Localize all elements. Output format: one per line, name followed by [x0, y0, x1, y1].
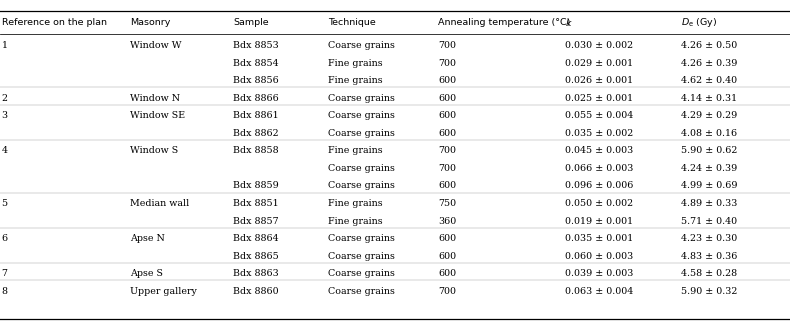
- Text: 700: 700: [438, 287, 457, 296]
- Text: 600: 600: [438, 269, 457, 278]
- Text: Coarse grains: Coarse grains: [328, 287, 395, 296]
- Text: 700: 700: [438, 41, 457, 50]
- Text: 0.035 ± 0.002: 0.035 ± 0.002: [565, 129, 633, 138]
- Text: Annealing temperature (°C): Annealing temperature (°C): [438, 18, 571, 27]
- Text: Bdx 8859: Bdx 8859: [233, 181, 279, 190]
- Text: 4.24 ± 0.39: 4.24 ± 0.39: [681, 164, 737, 173]
- Text: Coarse grains: Coarse grains: [328, 129, 395, 138]
- Text: Fine grains: Fine grains: [328, 146, 382, 155]
- Text: 700: 700: [438, 146, 457, 155]
- Text: Bdx 8853: Bdx 8853: [233, 41, 279, 50]
- Text: 4.14 ± 0.31: 4.14 ± 0.31: [681, 94, 737, 103]
- Text: Fine grains: Fine grains: [328, 76, 382, 85]
- Text: Technique: Technique: [328, 18, 375, 27]
- Text: Coarse grains: Coarse grains: [328, 181, 395, 190]
- Text: 4.99 ± 0.69: 4.99 ± 0.69: [681, 181, 738, 190]
- Text: Bdx 8856: Bdx 8856: [233, 76, 279, 85]
- Text: 4.58 ± 0.28: 4.58 ± 0.28: [681, 269, 737, 278]
- Text: Coarse grains: Coarse grains: [328, 252, 395, 261]
- Text: 4.83 ± 0.36: 4.83 ± 0.36: [681, 252, 737, 261]
- Text: 4.08 ± 0.16: 4.08 ± 0.16: [681, 129, 737, 138]
- Text: 0.026 ± 0.001: 0.026 ± 0.001: [565, 76, 633, 85]
- Text: 0.030 ± 0.002: 0.030 ± 0.002: [565, 41, 633, 50]
- Text: 0.096 ± 0.006: 0.096 ± 0.006: [565, 181, 634, 190]
- Text: 3: 3: [2, 111, 8, 120]
- Text: 4.26 ± 0.39: 4.26 ± 0.39: [681, 58, 737, 68]
- Text: Bdx 8863: Bdx 8863: [233, 269, 279, 278]
- Text: Bdx 8861: Bdx 8861: [233, 111, 279, 120]
- Text: Bdx 8864: Bdx 8864: [233, 234, 279, 243]
- Text: 4: 4: [2, 146, 8, 155]
- Text: 0.045 ± 0.003: 0.045 ± 0.003: [565, 146, 633, 155]
- Text: 0.066 ± 0.003: 0.066 ± 0.003: [565, 164, 634, 173]
- Text: Bdx 8860: Bdx 8860: [233, 287, 279, 296]
- Text: Coarse grains: Coarse grains: [328, 269, 395, 278]
- Text: 4.23 ± 0.30: 4.23 ± 0.30: [681, 234, 737, 243]
- Text: Window SE: Window SE: [130, 111, 186, 120]
- Text: 360: 360: [438, 216, 457, 226]
- Text: 700: 700: [438, 58, 457, 68]
- Text: 8: 8: [2, 287, 8, 296]
- Text: Bdx 8854: Bdx 8854: [233, 58, 279, 68]
- Text: Coarse grains: Coarse grains: [328, 111, 395, 120]
- Text: Window S: Window S: [130, 146, 179, 155]
- Text: 0.039 ± 0.003: 0.039 ± 0.003: [565, 269, 634, 278]
- Text: 0.035 ± 0.001: 0.035 ± 0.001: [565, 234, 633, 243]
- Text: Coarse grains: Coarse grains: [328, 94, 395, 103]
- Text: 0.060 ± 0.003: 0.060 ± 0.003: [565, 252, 633, 261]
- Text: 5: 5: [2, 199, 8, 208]
- Text: 700: 700: [438, 164, 457, 173]
- Text: 600: 600: [438, 111, 457, 120]
- Text: Bdx 8865: Bdx 8865: [233, 252, 279, 261]
- Text: Coarse grains: Coarse grains: [328, 41, 395, 50]
- Text: 600: 600: [438, 94, 457, 103]
- Text: Fine grains: Fine grains: [328, 58, 382, 68]
- Text: 6: 6: [2, 234, 8, 243]
- Text: Bdx 8858: Bdx 8858: [233, 146, 279, 155]
- Text: 600: 600: [438, 252, 457, 261]
- Text: Bdx 8857: Bdx 8857: [233, 216, 279, 226]
- Text: 0.063 ± 0.004: 0.063 ± 0.004: [565, 287, 633, 296]
- Text: 600: 600: [438, 129, 457, 138]
- Text: Window W: Window W: [130, 41, 182, 50]
- Text: Sample: Sample: [233, 18, 269, 27]
- Text: 1: 1: [2, 41, 8, 50]
- Text: 0.055 ± 0.004: 0.055 ± 0.004: [565, 111, 633, 120]
- Text: $k$: $k$: [565, 17, 573, 28]
- Text: 0.029 ± 0.001: 0.029 ± 0.001: [565, 58, 633, 68]
- Text: Fine grains: Fine grains: [328, 216, 382, 226]
- Text: 750: 750: [438, 199, 457, 208]
- Text: Masonry: Masonry: [130, 18, 171, 27]
- Text: 600: 600: [438, 234, 457, 243]
- Text: $D_{\mathrm{e}}$ (Gy): $D_{\mathrm{e}}$ (Gy): [681, 16, 717, 29]
- Text: 5.90 ± 0.62: 5.90 ± 0.62: [681, 146, 737, 155]
- Text: Apse S: Apse S: [130, 269, 164, 278]
- Text: 600: 600: [438, 181, 457, 190]
- Text: 2: 2: [2, 94, 8, 103]
- Text: Apse N: Apse N: [130, 234, 165, 243]
- Text: 7: 7: [2, 269, 8, 278]
- Text: 0.019 ± 0.001: 0.019 ± 0.001: [565, 216, 633, 226]
- Text: 600: 600: [438, 76, 457, 85]
- Text: 0.025 ± 0.001: 0.025 ± 0.001: [565, 94, 633, 103]
- Text: 4.26 ± 0.50: 4.26 ± 0.50: [681, 41, 737, 50]
- Text: 5.71 ± 0.40: 5.71 ± 0.40: [681, 216, 737, 226]
- Text: Upper gallery: Upper gallery: [130, 287, 198, 296]
- Text: Coarse grains: Coarse grains: [328, 234, 395, 243]
- Text: Bdx 8866: Bdx 8866: [233, 94, 279, 103]
- Text: Bdx 8851: Bdx 8851: [233, 199, 279, 208]
- Text: Reference on the plan: Reference on the plan: [2, 18, 107, 27]
- Text: 4.62 ± 0.40: 4.62 ± 0.40: [681, 76, 737, 85]
- Text: Median wall: Median wall: [130, 199, 190, 208]
- Text: 4.89 ± 0.33: 4.89 ± 0.33: [681, 199, 737, 208]
- Text: 5.90 ± 0.32: 5.90 ± 0.32: [681, 287, 737, 296]
- Text: 4.29 ± 0.29: 4.29 ± 0.29: [681, 111, 737, 120]
- Text: Coarse grains: Coarse grains: [328, 164, 395, 173]
- Text: Bdx 8862: Bdx 8862: [233, 129, 279, 138]
- Text: 0.050 ± 0.002: 0.050 ± 0.002: [565, 199, 633, 208]
- Text: Window N: Window N: [130, 94, 180, 103]
- Text: Fine grains: Fine grains: [328, 199, 382, 208]
